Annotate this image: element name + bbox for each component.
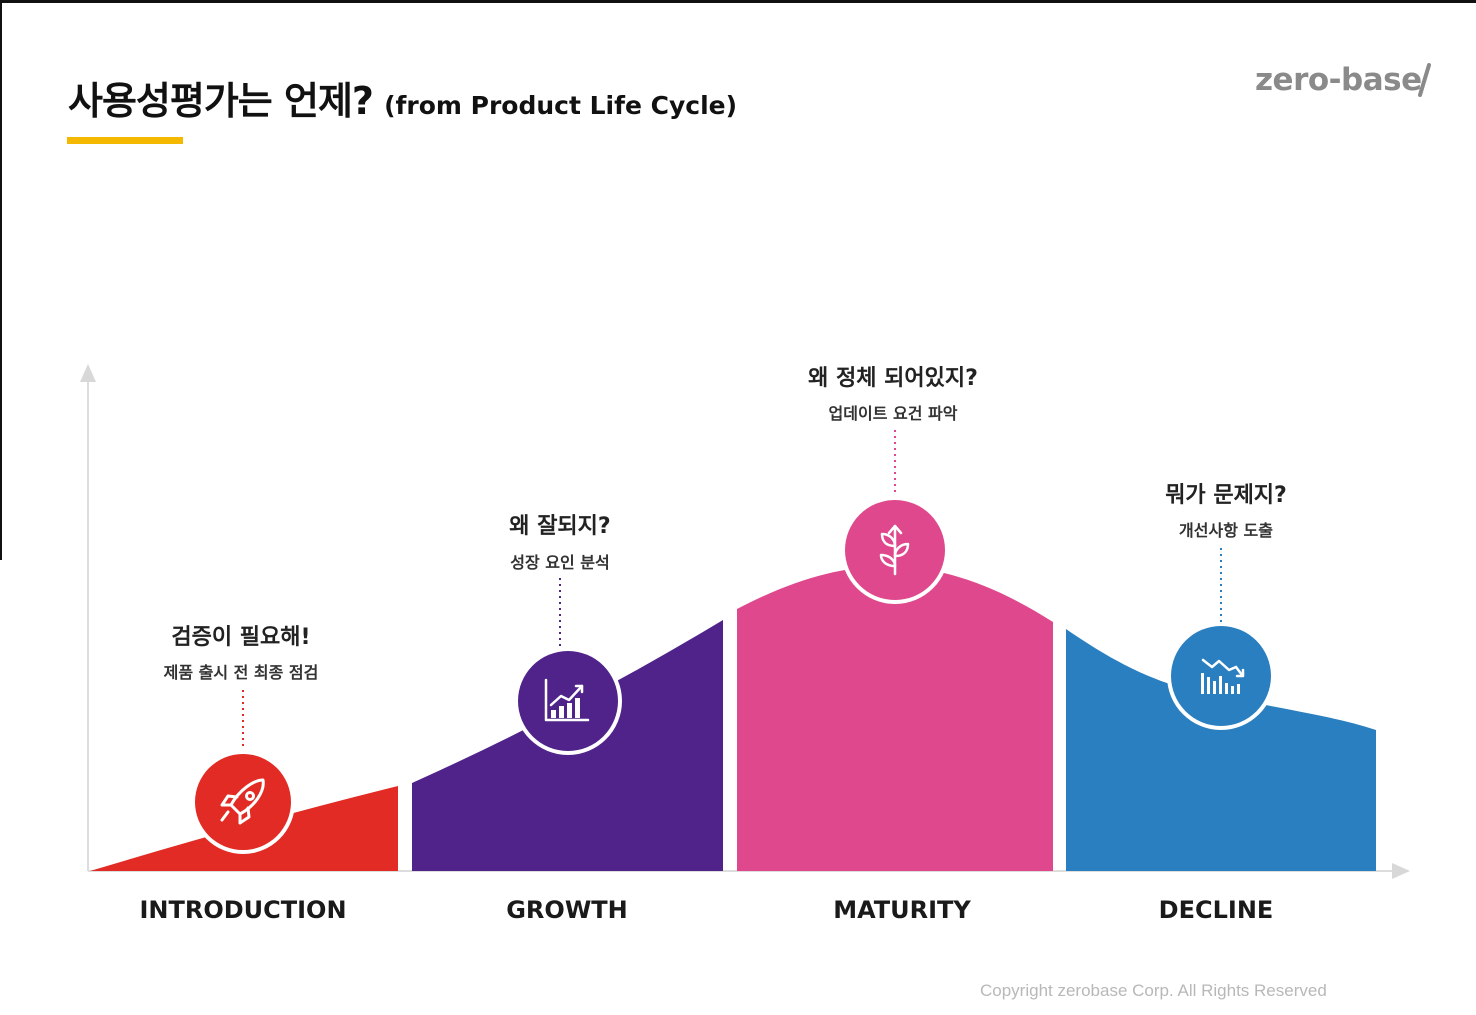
stage-label-growth: GROWTH	[506, 896, 628, 924]
maturity-area	[737, 566, 1053, 871]
title-main: 사용성평가는 언제?	[68, 79, 374, 123]
growth-detail: 성장 요인 분석	[510, 553, 610, 572]
maturity-detail: 업데이트 요건 파악	[828, 404, 958, 423]
brand-logo: zero-base	[1255, 62, 1422, 98]
introduction-detail: 제품 출시 전 최종 점검	[163, 663, 319, 682]
page-title: 사용성평가는 언제? (from Product Life Cycle)	[68, 70, 737, 125]
sprout-icon	[841, 496, 949, 604]
stage-label-maturity: MATURITY	[833, 896, 971, 924]
logo-slash-icon	[1418, 63, 1431, 97]
growth-question: 왜 잘되지?	[509, 514, 611, 539]
stage-label-decline: DECLINE	[1158, 896, 1274, 924]
introduction-question: 검증이 필요해!	[171, 625, 311, 650]
stage-label-introduction: INTRODUCTION	[139, 896, 347, 924]
frame-top-border	[0, 0, 1476, 3]
decline-question: 뭐가 문제지?	[1165, 483, 1287, 508]
rocket-icon	[191, 750, 295, 854]
copyright-text: Copyright zerobase Corp. All Rights Rese…	[980, 981, 1327, 1000]
frame-left-border	[0, 0, 2, 560]
decline-chart-icon	[1167, 622, 1275, 730]
decline-area	[1066, 629, 1376, 871]
decline-detail: 개선사항 도출	[1179, 521, 1273, 540]
growth-chart-icon	[514, 647, 622, 755]
title-subtitle: (from Product Life Cycle)	[384, 91, 738, 120]
maturity-question: 왜 정체 되어있지?	[808, 366, 978, 391]
title-underline	[67, 137, 183, 144]
